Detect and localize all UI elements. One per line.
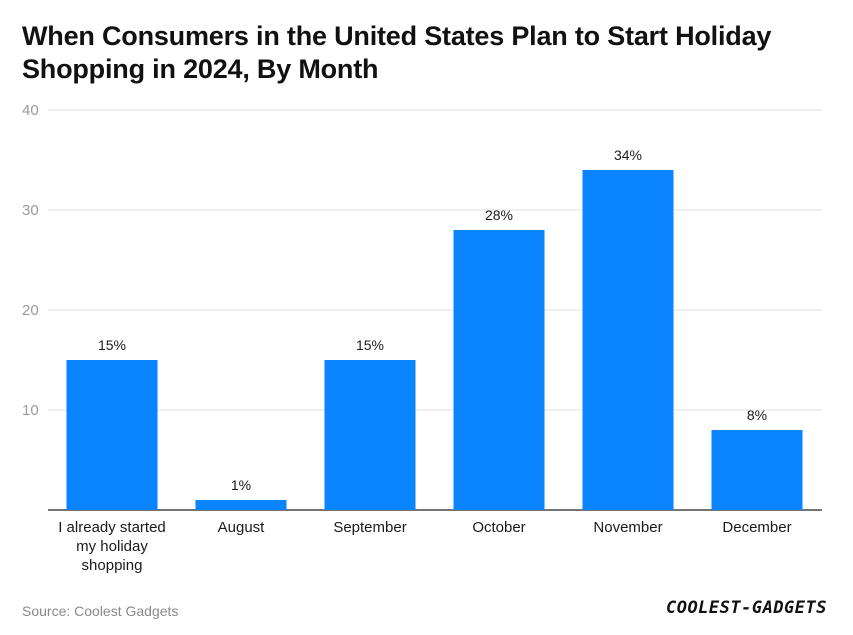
- x-tick-label: November: [593, 519, 662, 536]
- data-label: 34%: [614, 147, 642, 163]
- data-label: 15%: [356, 337, 384, 353]
- bar: [324, 360, 416, 510]
- x-tick-label: August: [218, 519, 266, 536]
- data-label: 15%: [98, 337, 126, 353]
- x-tick-label: I already started: [58, 519, 166, 536]
- gridlines: [48, 109, 822, 511]
- x-tick-label: December: [722, 519, 791, 536]
- labels: 10 20 30 40 15% I already started my holiday sh…: [22, 102, 792, 574]
- x-tick-label: my holiday: [76, 538, 148, 555]
- y-tick-label: 10: [22, 402, 39, 419]
- bar: [711, 430, 803, 510]
- source-note: Source: Coolest Gadgets: [22, 603, 179, 619]
- brand-logo: COOLEST-GADGETS: [665, 598, 827, 618]
- bars: [66, 170, 803, 510]
- x-tick-label: shopping: [82, 557, 143, 574]
- data-label: 28%: [485, 207, 513, 223]
- data-label: 1%: [231, 477, 251, 493]
- bar: [582, 170, 674, 510]
- bar: [66, 360, 158, 510]
- y-tick-label: 40: [22, 102, 39, 119]
- chart-title: When Consumers in the United States Plan…: [22, 21, 772, 84]
- y-tick-label: 30: [22, 202, 39, 219]
- y-tick-label: 20: [22, 302, 39, 319]
- bar: [453, 230, 545, 510]
- x-tick-label: October: [472, 519, 525, 536]
- x-tick-label: September: [333, 519, 406, 536]
- bar: [195, 500, 287, 510]
- data-label: 8%: [747, 407, 767, 423]
